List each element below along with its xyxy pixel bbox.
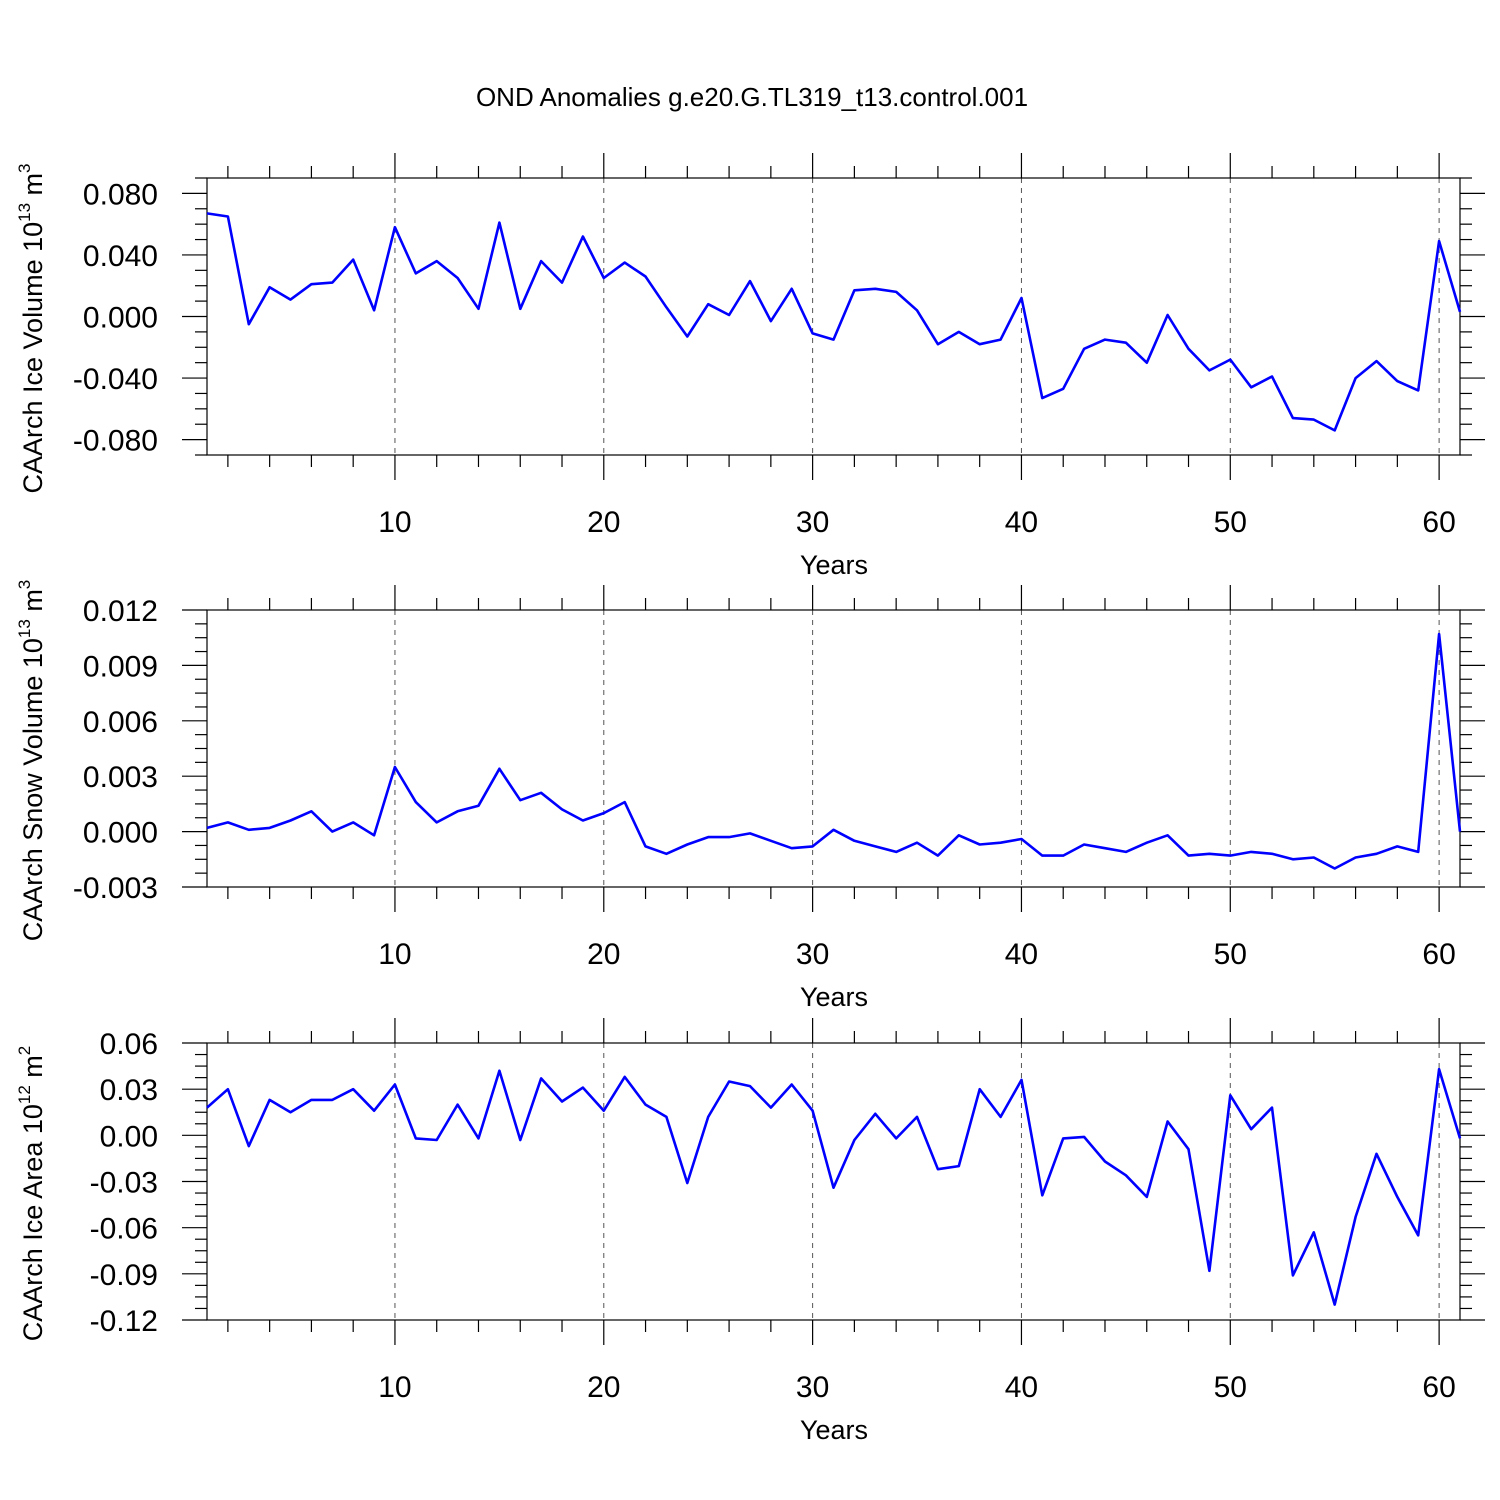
x-tick-label: 50 [1214,506,1247,539]
y-tick-label: 0.000 [83,817,158,850]
y-axis-label: CAArch Ice Area 1012 m2 [15,1046,48,1342]
y-tick-label: 0.03 [100,1074,158,1107]
x-tick-label: 60 [1422,506,1455,539]
x-tick-label: 10 [378,506,411,539]
x-tick-label: 60 [1422,938,1455,971]
y-tick-label: 0.009 [83,650,158,683]
y-axis-label: CAArch Snow Volume 1013 m3 [15,580,48,942]
x-tick-label: 30 [796,506,829,539]
y-tick-label: 0.006 [83,706,158,739]
x-tick-label: 30 [796,938,829,971]
y-tick-label: 0.003 [83,761,158,794]
x-axis-label: Years [800,550,868,580]
x-tick-label: 40 [1005,1371,1038,1404]
data-series-line [206,632,1462,870]
x-tick-label: 40 [1005,938,1038,971]
x-tick-label: 40 [1005,506,1038,539]
y-tick-label: 0.000 [83,302,158,335]
y-tick-label: -0.080 [73,425,158,458]
data-series-line [206,212,1462,432]
y-tick-label: 0.040 [83,240,158,273]
x-tick-label: 20 [587,938,620,971]
x-tick-label: 50 [1214,938,1247,971]
y-tick-label: 0.012 [83,595,158,628]
y-tick-label: -0.03 [90,1167,158,1200]
x-tick-label: 50 [1214,1371,1247,1404]
y-tick-label: 0.00 [100,1120,158,1153]
chart-panel-1: 10 20 30 40 50 60 0.080 0.040 0.000 -0.040 -0.080 Y… [15,153,1485,580]
x-axis-label: Years [800,982,868,1012]
x-tick-label: 20 [587,506,620,539]
y-tick-label: -0.12 [90,1305,158,1338]
x-tick-label: 60 [1422,1371,1455,1404]
figure-title: OND Anomalies g.e20.G.TL319_t13.control.… [476,82,1028,112]
x-axis-label: Years [800,1415,868,1445]
y-tick-label: -0.09 [90,1259,158,1292]
x-tick-label: 10 [378,938,411,971]
x-tick-label: 20 [587,1371,620,1404]
y-tick-label: -0.003 [73,872,158,905]
chart-panel-3: 10 20 30 40 50 60 0.06 0.03 0.00 -0.03 -0.06 -0.09 -… [15,1018,1485,1445]
y-tick-label: 0.080 [83,178,158,211]
y-tick-label: 0.06 [100,1028,158,1061]
x-tick-label: 30 [796,1371,829,1404]
x-tick-label: 10 [378,1371,411,1404]
y-tick-label: -0.040 [73,363,158,396]
chart-panel-2: 10 20 30 40 50 60 0.012 0.009 0.006 0.003 0.000 -0.… [15,580,1485,1012]
y-axis-label: CAArch Ice Volume 1013 m3 [15,163,48,493]
y-tick-label: -0.06 [90,1213,158,1246]
data-series-line [206,1067,1462,1306]
